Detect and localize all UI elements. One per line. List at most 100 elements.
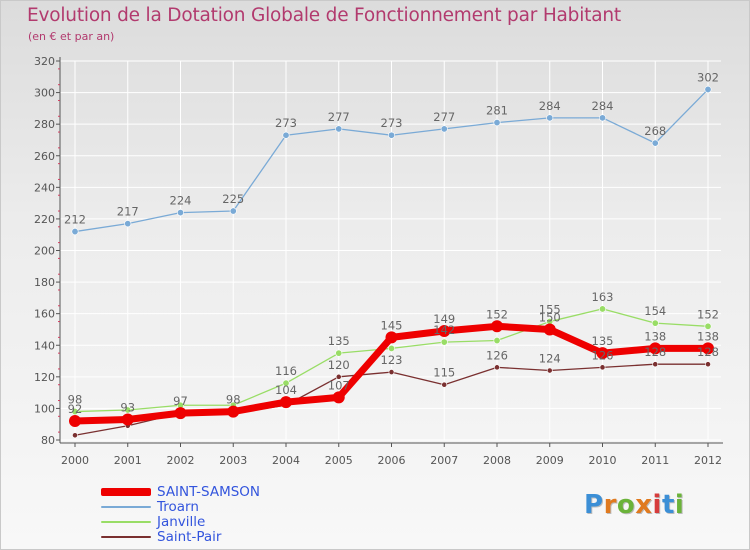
data-label-saint-pair: 124 xyxy=(539,352,561,366)
data-label-saint-samson: 149 xyxy=(433,312,455,326)
data-label-saint-samson: 138 xyxy=(644,329,666,343)
data-point-saint-samson xyxy=(491,320,503,333)
proxiti-logo: Proxiti xyxy=(584,490,684,520)
data-point-janville xyxy=(651,319,659,327)
logo-letter: i xyxy=(674,490,685,520)
data-point-troarn xyxy=(71,228,79,236)
data-point-saint-samson xyxy=(649,342,662,355)
data-point-saint-samson xyxy=(280,396,292,409)
data-label-saint-samson: 98 xyxy=(226,393,241,407)
x-tick-label: 2006 xyxy=(378,454,406,467)
data-point-saint-pair xyxy=(652,361,659,368)
data-label-saint-pair: 120 xyxy=(328,358,350,372)
chart-title: Evolution de la Dotation Globale de Fonc… xyxy=(27,5,621,26)
data-label-troarn: 273 xyxy=(275,116,297,130)
data-point-troarn xyxy=(124,220,132,228)
logo-letter: x xyxy=(635,490,653,520)
data-point-janville xyxy=(493,337,501,345)
data-point-saint-samson xyxy=(702,342,714,355)
data-point-saint-pair xyxy=(441,381,448,388)
data-label-saint-samson: 104 xyxy=(275,383,297,397)
data-label-troarn: 217 xyxy=(117,205,139,219)
data-label-janville: 163 xyxy=(592,290,614,304)
data-label-janville: 116 xyxy=(275,364,297,378)
data-label-troarn: 273 xyxy=(381,116,403,130)
x-tick-label: 2002 xyxy=(167,454,195,467)
legend-item-saint-pair: Saint-Pair xyxy=(101,529,341,545)
data-point-saint-pair xyxy=(494,364,500,371)
y-tick-label: 320 xyxy=(34,55,55,68)
y-tick-label: 260 xyxy=(34,150,55,163)
data-point-troarn xyxy=(651,139,659,147)
data-point-janville xyxy=(71,408,79,416)
data-label-troarn: 277 xyxy=(433,110,455,124)
legend-label-janville: Janville xyxy=(157,514,206,530)
legend-item-janville: Janville xyxy=(101,514,341,530)
y-tick-label: 300 xyxy=(34,87,55,100)
data-label-saint-pair: 126 xyxy=(486,348,508,362)
data-point-saint-samson xyxy=(121,413,134,426)
data-point-saint-samson xyxy=(385,331,398,344)
data-point-saint-samson xyxy=(332,391,345,404)
y-tick-label: 280 xyxy=(34,118,55,131)
legend-swatch-janville xyxy=(101,521,151,523)
data-point-saint-samson xyxy=(438,325,451,338)
data-point-janville xyxy=(124,406,132,414)
data-label-troarn: 284 xyxy=(539,99,561,113)
data-label-janville: 135 xyxy=(328,334,350,348)
data-label-saint-pair: 126 xyxy=(592,348,614,362)
x-tick-label: 2011 xyxy=(641,454,669,467)
data-point-saint-samson xyxy=(596,347,609,360)
data-point-saint-pair xyxy=(599,364,606,371)
data-point-saint-pair xyxy=(705,361,711,368)
legend-item-troarn: Troarn xyxy=(101,499,341,515)
y-tick-label: 180 xyxy=(34,276,55,289)
data-point-troarn xyxy=(440,125,448,133)
data-label-troarn: 302 xyxy=(697,70,719,84)
data-point-troarn xyxy=(229,207,237,215)
y-tick-label: 140 xyxy=(34,339,55,352)
data-label-janville: 154 xyxy=(644,304,666,318)
data-point-saint-pair xyxy=(335,373,342,380)
data-label-saint-samson: 93 xyxy=(120,400,135,414)
x-tick-label: 2003 xyxy=(219,454,247,467)
data-point-troarn xyxy=(177,209,185,217)
data-label-troarn: 284 xyxy=(592,99,614,113)
data-point-janville xyxy=(440,338,448,346)
chart-legend: SAINT-SAMSON Troarn Janville Saint-Pair xyxy=(101,484,341,545)
data-label-troarn: 212 xyxy=(64,213,86,227)
data-label-saint-pair: 115 xyxy=(433,366,455,380)
data-point-troarn xyxy=(704,85,712,93)
data-point-saint-pair xyxy=(72,432,78,439)
x-tick-label: 2010 xyxy=(589,454,617,467)
x-tick-label: 2012 xyxy=(694,454,722,467)
data-label-saint-pair: 123 xyxy=(381,353,403,367)
data-label-troarn: 277 xyxy=(328,110,350,124)
data-label-saint-samson: 97 xyxy=(173,394,188,408)
x-tick-label: 2008 xyxy=(483,454,511,467)
data-label-troarn: 224 xyxy=(170,194,192,208)
legend-swatch-troarn xyxy=(101,506,151,508)
data-point-saint-samson xyxy=(174,407,187,420)
y-tick-label: 120 xyxy=(34,371,55,384)
data-point-janville xyxy=(387,344,395,352)
data-label-saint-pair: 128 xyxy=(644,345,666,359)
data-label-saint-samson: 107 xyxy=(328,378,350,392)
data-label-janville: 155 xyxy=(539,303,561,317)
y-tick-label: 240 xyxy=(34,181,55,194)
x-tick-label: 2004 xyxy=(272,454,300,467)
logo-letter: t xyxy=(661,490,675,520)
data-point-troarn xyxy=(387,131,395,139)
data-point-saint-samson xyxy=(69,415,81,428)
data-point-saint-samson xyxy=(543,323,556,336)
data-label-janville: 152 xyxy=(697,307,719,321)
y-tick-label: 220 xyxy=(34,213,55,226)
data-label-troarn: 268 xyxy=(644,124,666,138)
data-point-janville xyxy=(598,305,606,313)
data-point-janville xyxy=(282,379,290,387)
data-point-troarn xyxy=(598,114,606,122)
x-tick-label: 2001 xyxy=(114,454,142,467)
data-point-troarn xyxy=(335,125,343,133)
